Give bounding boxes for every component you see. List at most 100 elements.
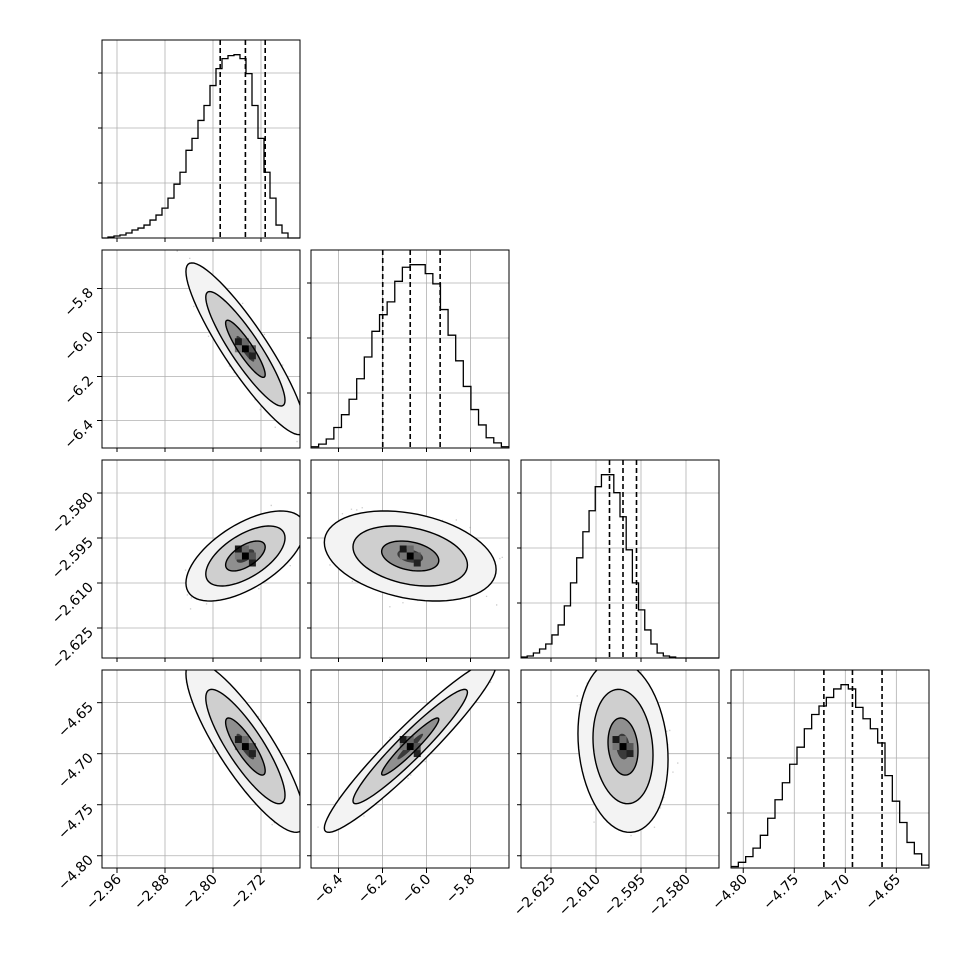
panel-frame <box>520 459 720 659</box>
y-tick-label: −4.80 <box>55 852 97 894</box>
contour-line <box>224 540 266 572</box>
panel-content <box>102 670 300 868</box>
density-bin <box>248 559 256 567</box>
x-tick-label: −5.8 <box>443 872 478 907</box>
x-tick-label: −2.80 <box>179 872 221 914</box>
panel-frame <box>310 459 510 659</box>
density-bin <box>413 743 421 751</box>
density-bin <box>413 559 421 567</box>
density-bin <box>241 345 249 353</box>
histogram-panel-3 <box>727 669 930 869</box>
histogram-step-line <box>102 54 300 239</box>
contour-line <box>185 510 300 602</box>
panel-frame <box>101 249 301 449</box>
x-tick-label: −6.4 <box>311 871 346 906</box>
contour-line <box>592 688 654 805</box>
panel-background <box>102 40 300 238</box>
density-bin <box>241 552 249 560</box>
contour-line <box>205 290 286 407</box>
panel-frame <box>101 459 301 659</box>
panel-frame <box>101 39 301 239</box>
density-bin <box>234 743 242 751</box>
density-bin <box>248 743 256 751</box>
y-tick-label: −4.65 <box>55 699 97 741</box>
density-bin <box>248 750 256 758</box>
panel-content <box>102 460 300 658</box>
density-bin <box>406 736 414 744</box>
panel-content <box>311 460 509 658</box>
x-tick-label: −2.88 <box>131 872 173 914</box>
panel-frame <box>730 669 930 869</box>
contour-line <box>607 717 639 776</box>
y-tick-label: −6.0 <box>61 329 96 364</box>
x-tick-label: −4.80 <box>709 872 751 914</box>
density-bin <box>413 552 421 560</box>
density-bin <box>399 736 407 744</box>
density-bin <box>241 736 249 744</box>
scatter-panel-1-3 <box>310 669 510 869</box>
y-tick-label: −2.580 <box>49 490 97 538</box>
histogram-panel-0 <box>98 39 301 239</box>
density-bin <box>234 552 242 560</box>
histogram-panel-1 <box>307 249 510 449</box>
contour-line <box>577 670 669 834</box>
y-tick-label: −2.625 <box>49 625 97 673</box>
y-tick-label: −4.75 <box>55 801 97 843</box>
x-tick-label: −6.0 <box>399 872 434 907</box>
density-bin <box>248 345 256 353</box>
x-tick-label: −2.610 <box>556 872 604 920</box>
x-tick-label: −4.65 <box>863 872 905 914</box>
contour-line <box>185 262 300 436</box>
scatter-panel-1-2 <box>310 459 510 659</box>
contour-line <box>380 540 440 572</box>
scatter-panel-2-3 <box>520 669 720 869</box>
density-bin <box>399 552 407 560</box>
histogram-step-line <box>521 474 719 659</box>
y-tick-label: −6.4 <box>61 417 96 452</box>
density-bin <box>619 736 627 744</box>
density-bin <box>241 338 249 346</box>
x-tick-label: −2.595 <box>601 872 649 920</box>
panel-frame <box>310 669 510 869</box>
panel-frame <box>101 669 301 869</box>
contour-line <box>224 717 266 776</box>
contour-line <box>352 688 469 805</box>
density-bin <box>406 545 414 553</box>
density-bin <box>234 736 242 744</box>
x-tick-label: −2.72 <box>227 872 269 914</box>
panel-content <box>102 250 300 448</box>
density-bin <box>248 552 256 560</box>
scatter-panel-0-3 <box>101 669 301 869</box>
density-bin <box>248 352 256 360</box>
x-tick-label: −2.96 <box>83 871 125 913</box>
density-bin <box>626 743 634 751</box>
density-bin <box>406 552 414 560</box>
contour-line <box>205 525 286 587</box>
panel-frame <box>310 249 510 449</box>
density-bin <box>234 345 242 353</box>
x-tick-label: −4.75 <box>760 872 802 914</box>
x-tick-label: −4.70 <box>811 872 853 914</box>
contour-line <box>380 717 440 776</box>
density-bin <box>619 743 627 751</box>
density-bin <box>626 750 634 758</box>
contour-line <box>185 670 300 834</box>
y-tick-label: −2.595 <box>49 535 97 583</box>
density-bin <box>612 736 620 744</box>
histogram-step-line <box>731 684 929 868</box>
x-tick-label: −2.625 <box>511 872 559 920</box>
density-bin <box>612 743 620 751</box>
contour-line <box>205 688 286 805</box>
y-tick-label: −5.8 <box>61 285 96 320</box>
histogram-panel-2 <box>517 459 720 659</box>
density-bin <box>399 545 407 553</box>
contour-line <box>224 319 266 379</box>
density-bin <box>241 545 249 553</box>
y-tick-label: −4.70 <box>55 750 97 792</box>
x-tick-label: −6.2 <box>355 872 390 907</box>
contour-line <box>323 510 497 602</box>
panel-content <box>311 670 509 868</box>
panel-frame <box>520 669 720 869</box>
contour-line <box>352 525 469 587</box>
